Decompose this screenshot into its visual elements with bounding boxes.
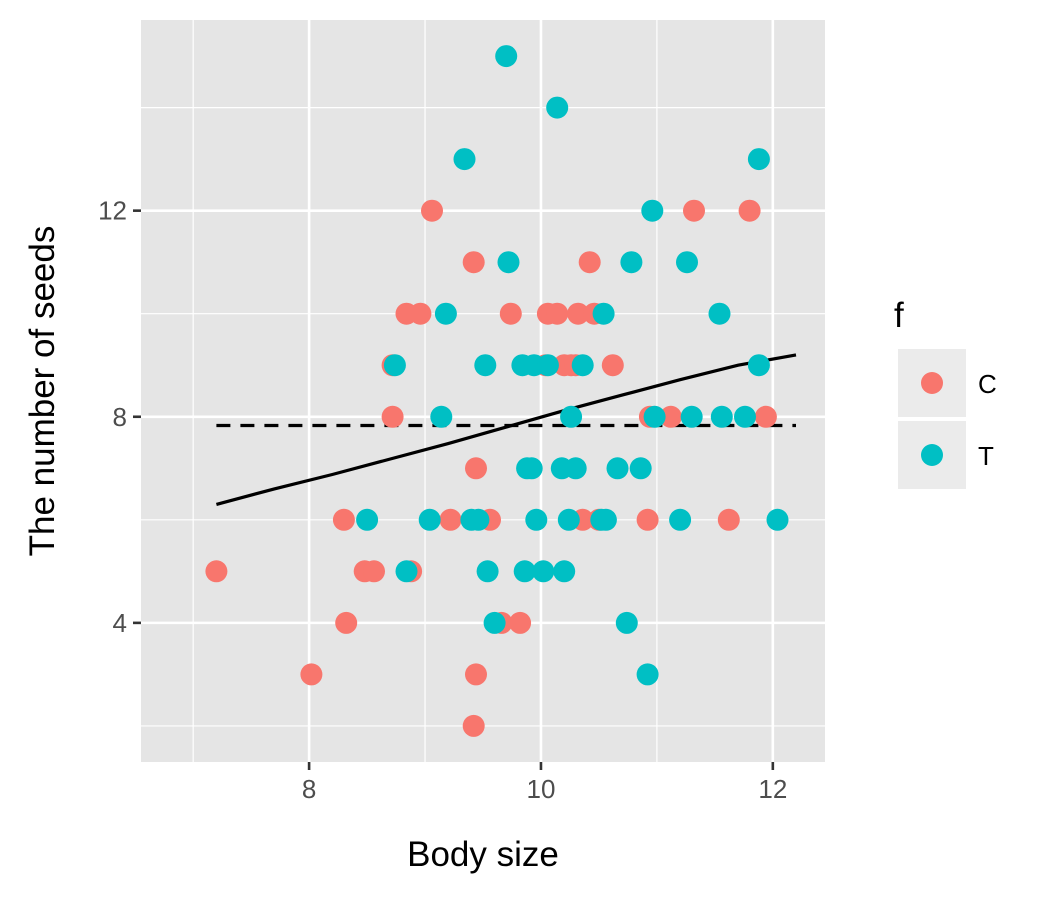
data-point-c xyxy=(421,199,443,222)
data-point-t xyxy=(747,148,770,171)
data-point-t xyxy=(676,251,698,274)
data-point-t xyxy=(708,302,731,325)
y-tick-label: 12 xyxy=(98,196,127,226)
data-point-t xyxy=(606,457,629,480)
data-point-c xyxy=(659,405,682,428)
data-point-c xyxy=(381,405,404,428)
x-axis-title: Body size xyxy=(407,835,559,874)
data-point-t xyxy=(636,663,659,686)
data-point-t xyxy=(560,405,583,428)
data-point-c xyxy=(683,199,705,222)
data-point-c xyxy=(499,302,522,325)
data-point-t xyxy=(474,354,497,377)
data-point-c xyxy=(465,457,487,480)
data-point-t xyxy=(430,405,453,428)
data-point-t xyxy=(553,560,576,583)
data-point-t xyxy=(571,354,594,377)
data-point-c xyxy=(567,302,590,325)
data-point-t xyxy=(641,199,664,222)
y-tick-label: 4 xyxy=(113,608,127,638)
data-point-t xyxy=(476,560,499,583)
data-points xyxy=(205,45,789,737)
data-point-c xyxy=(636,508,659,531)
data-point-t xyxy=(592,302,615,325)
data-point-c xyxy=(717,508,740,531)
data-point-c xyxy=(409,302,432,325)
data-point-c xyxy=(601,354,624,377)
data-point-t xyxy=(453,148,476,171)
data-point-t xyxy=(564,457,587,480)
data-point-t xyxy=(546,96,569,119)
data-point-t xyxy=(766,508,789,531)
plot-panel xyxy=(141,20,825,762)
data-point-c xyxy=(335,611,358,634)
legend: f C T xyxy=(894,296,997,489)
data-point-c xyxy=(439,508,462,531)
data-point-c xyxy=(754,405,777,428)
data-point-t xyxy=(536,354,559,377)
data-point-c xyxy=(205,560,228,583)
data-point-t xyxy=(594,508,617,531)
data-point-t xyxy=(615,611,638,634)
data-point-c xyxy=(578,251,601,274)
data-point-c xyxy=(363,560,385,583)
data-point-t xyxy=(620,251,643,274)
data-point-t xyxy=(467,508,490,531)
data-point-t xyxy=(513,560,536,583)
data-point-c xyxy=(465,663,487,686)
data-point-t xyxy=(356,508,379,531)
x-tick-label: 8 xyxy=(302,774,316,804)
axes: 8 10 12 4 8 12 xyxy=(98,196,787,804)
data-point-t xyxy=(557,508,580,531)
y-tick-label: 8 xyxy=(113,402,127,432)
data-point-t xyxy=(680,405,703,428)
data-point-c xyxy=(509,611,532,634)
data-point-t xyxy=(710,405,733,428)
data-point-t xyxy=(434,302,457,325)
legend-title: f xyxy=(894,296,904,335)
data-point-t xyxy=(383,354,406,377)
x-tick-label: 12 xyxy=(758,774,787,804)
data-point-c xyxy=(738,199,761,222)
fit-lines xyxy=(215,353,797,506)
data-point-t xyxy=(669,508,692,531)
data-point-t xyxy=(520,457,543,480)
data-point-t xyxy=(734,405,756,428)
data-point-t xyxy=(747,354,770,377)
data-point-t xyxy=(395,560,418,583)
data-point-t xyxy=(497,251,520,274)
legend-key-point xyxy=(921,372,943,394)
legend-label: C xyxy=(978,369,997,399)
data-point-c xyxy=(332,508,355,531)
data-point-t xyxy=(495,45,518,68)
x-tick-label: 10 xyxy=(527,774,556,804)
data-point-c xyxy=(546,302,569,325)
legend-key-point xyxy=(921,444,943,466)
data-point-t xyxy=(525,508,548,531)
data-point-c xyxy=(462,714,485,737)
data-point-t xyxy=(418,508,441,531)
data-point-t xyxy=(532,560,555,583)
y-axis-title: The number of seeds xyxy=(23,226,62,557)
data-point-t xyxy=(483,611,506,634)
data-point-t xyxy=(643,405,666,428)
data-point-c xyxy=(462,251,485,274)
legend-label: T xyxy=(978,441,994,471)
data-point-c xyxy=(300,663,323,686)
data-point-t xyxy=(629,457,652,480)
